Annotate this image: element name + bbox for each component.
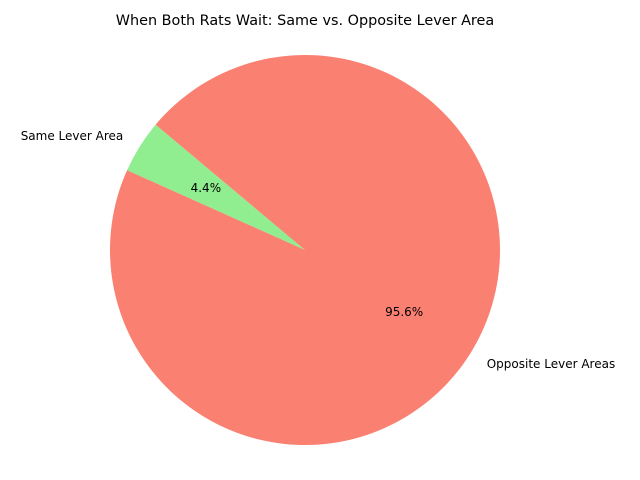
slice-category-label-0: Same Lever Area xyxy=(21,129,124,143)
slice-percent-label-0: 4.4% xyxy=(191,181,222,195)
pie-slice-1 xyxy=(110,54,500,446)
pie-slices xyxy=(110,54,500,446)
chart-title: When Both Rats Wait: Same vs. Opposite L… xyxy=(116,13,494,29)
slice-category-label-1: Opposite Lever Areas xyxy=(487,357,615,371)
pie-labels: 4.4% Same Lever Area 95.6% Opposite Lever A… xyxy=(21,129,616,371)
slice-percent-label-1: 95.6% xyxy=(385,305,423,319)
pie-slice-0 xyxy=(127,124,306,250)
